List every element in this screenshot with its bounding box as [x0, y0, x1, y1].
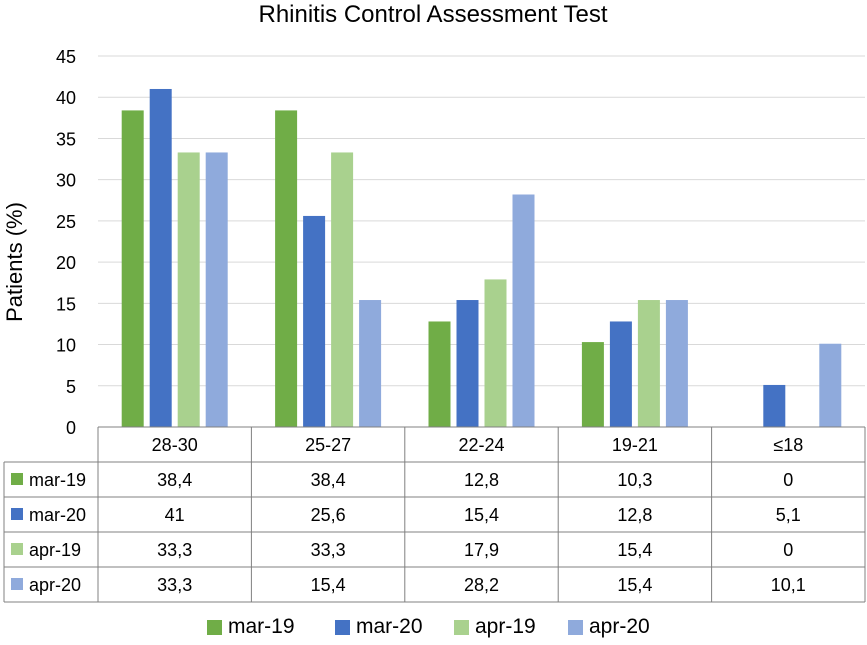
data-label: 25,6	[311, 505, 346, 525]
bar-apr-19-0	[177, 152, 200, 427]
data-label: 15,4	[617, 575, 652, 595]
bar-mar-20-3	[609, 321, 632, 427]
data-label: 0	[783, 470, 793, 490]
y-tick-label: 10	[56, 336, 76, 356]
table-series-name: apr-20	[29, 575, 81, 595]
data-label: 12,8	[617, 505, 652, 525]
y-tick-label: 5	[66, 377, 76, 397]
y-tick-label: 30	[56, 171, 76, 191]
x-tick-label: ≤18	[773, 435, 803, 455]
data-label: 41	[165, 505, 185, 525]
data-label: 10,1	[771, 575, 806, 595]
x-tick-label: 19-21	[612, 435, 658, 455]
bar-apr-20-4	[819, 343, 842, 427]
bar-mar-20-0	[149, 88, 172, 427]
bar-apr-20-2	[512, 194, 535, 427]
legend-key-apr-20	[568, 620, 583, 635]
bar-apr-19-3	[637, 300, 660, 427]
data-label: 33,3	[311, 540, 346, 560]
y-tick-label: 15	[56, 294, 76, 314]
bar-apr-20-0	[205, 152, 228, 427]
bar-mar-19-3	[581, 342, 604, 427]
data-table: 28-30 25-27 22-24 19-21 ≤18 mar-19 38,4 38,4 12,…	[3, 426, 866, 603]
data-label: 10,3	[617, 470, 652, 490]
y-tick-label: 0	[66, 418, 76, 438]
bar-apr-19-2	[484, 279, 507, 427]
bar-mar-19-1	[275, 110, 298, 427]
bar-mar-20-1	[303, 215, 326, 427]
table-legend-key	[11, 473, 23, 485]
data-label: 15,4	[311, 575, 346, 595]
y-tick-label: 45	[56, 47, 76, 67]
data-label: 33,3	[157, 540, 192, 560]
data-label: 28,2	[464, 575, 499, 595]
data-label: 0	[783, 540, 793, 560]
table-series-name: apr-19	[29, 540, 81, 560]
y-tick-label: 40	[56, 88, 76, 108]
legend-label: mar-20	[356, 615, 423, 638]
bars	[121, 88, 842, 427]
bar-apr-19-1	[331, 152, 354, 427]
table-legend-key	[11, 578, 23, 590]
data-label: 15,4	[617, 540, 652, 560]
legend-label: apr-20	[589, 615, 650, 638]
x-tick-label: 22-24	[458, 435, 504, 455]
data-label: 38,4	[157, 470, 192, 490]
legend-key-apr-19	[454, 620, 469, 635]
bar-mar-20-2	[456, 300, 479, 427]
table-legend-key	[11, 543, 23, 555]
legend-label: apr-19	[475, 615, 536, 638]
legend-label: mar-19	[228, 615, 295, 638]
bar-apr-20-1	[359, 300, 382, 427]
bar-mar-19-0	[121, 110, 144, 427]
x-tick-label: 25-27	[305, 435, 351, 455]
data-label: 12,8	[464, 470, 499, 490]
y-tick-label: 35	[56, 129, 76, 149]
table-series-name: mar-19	[29, 470, 86, 490]
data-label: 5,1	[776, 505, 801, 525]
y-tick-label: 25	[56, 212, 76, 232]
data-label: 33,3	[157, 575, 192, 595]
bar-apr-20-3	[665, 300, 688, 427]
legend-key-mar-19	[207, 620, 222, 635]
data-label: 15,4	[464, 505, 499, 525]
legend-key-mar-20	[335, 620, 350, 635]
legend: mar-19 mar-20 apr-19 apr-20	[207, 615, 650, 638]
table-series-name: mar-20	[29, 505, 86, 525]
table-legend-key	[11, 508, 23, 520]
y-tick-labels: 0 5 10 15 20 25 30 35 40 45	[56, 47, 76, 438]
data-label: 38,4	[311, 470, 346, 490]
data-label: 17,9	[464, 540, 499, 560]
chart-title: Rhinitis Control Assessment Test	[258, 1, 607, 28]
bar-mar-20-4	[763, 384, 786, 427]
bar-mar-19-2	[428, 321, 451, 427]
y-tick-label: 20	[56, 253, 76, 273]
x-tick-label: 28-30	[152, 435, 198, 455]
y-axis-label: Patients (%)	[2, 202, 27, 322]
